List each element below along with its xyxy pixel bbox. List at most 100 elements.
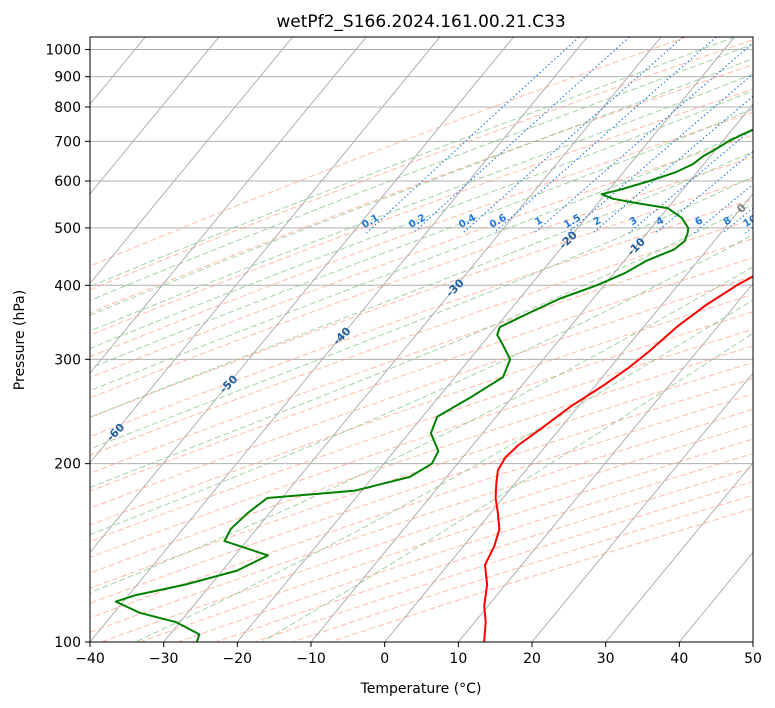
moist-adiabat <box>90 203 753 489</box>
y-tick-label: 900 <box>54 70 81 86</box>
moist-adiabat <box>90 128 753 392</box>
moist-adiabat <box>90 43 753 302</box>
y-tick-label: 800 <box>54 100 81 116</box>
mixing-ratio-label: 1 <box>533 215 545 228</box>
dry-adiabat <box>90 111 753 358</box>
dry-adiabat <box>90 257 753 492</box>
y-tick-label: 700 <box>54 134 81 150</box>
isotherm <box>163 37 662 642</box>
mixing-ratio-line <box>462 37 684 234</box>
moist-adiabat <box>90 58 753 316</box>
x-axis-label: Temperature (°C) <box>360 681 482 697</box>
y-tick-label: 300 <box>54 352 81 368</box>
isotherm <box>90 37 514 554</box>
dry-adiabat <box>330 508 753 642</box>
moist-adiabat <box>90 90 753 350</box>
x-tick-label: −30 <box>149 651 179 667</box>
x-tick-label: 40 <box>670 651 688 667</box>
chart-title: wetPf2_S166.2024.161.00.21.C33 <box>276 12 565 32</box>
isotherm-label: -40 <box>330 324 353 347</box>
mixing-ratio-line <box>693 183 753 234</box>
dry-adiabat <box>90 293 753 526</box>
y-tick-label: 200 <box>54 457 81 473</box>
dewpoint-profile-line <box>114 128 753 642</box>
mixing-ratio-line <box>412 37 630 234</box>
mixing-ratio-label: 13 <box>769 213 775 230</box>
dry-adiabat <box>292 494 753 642</box>
isotherm <box>90 37 441 464</box>
moist-adiabat <box>90 234 753 536</box>
moist-adiabat <box>90 176 753 450</box>
isotherm <box>384 193 753 642</box>
axes: −40 −30 −20 −10 0 10 20 30 40 50 100 200 300 400 500 60… <box>45 43 762 667</box>
dry-adiabat <box>90 408 753 633</box>
x-tick-label: −40 <box>75 651 105 667</box>
temperature-profile-line <box>483 275 753 642</box>
dry-adiabat <box>90 275 753 509</box>
y-tick-label: 100 <box>54 635 81 651</box>
mixing-ratio-label: 10 <box>742 213 760 230</box>
moist-adiabat <box>135 299 753 642</box>
isotherm <box>531 372 753 642</box>
dry-adiabat <box>90 134 753 379</box>
dry-adiabat <box>90 328 753 558</box>
moist-adiabat <box>90 108 753 369</box>
y-tick-label: 1000 <box>45 43 81 59</box>
y-tick-label: 500 <box>54 221 81 237</box>
dry-adiabat <box>215 467 753 642</box>
x-tick-label: 20 <box>523 651 541 667</box>
dry-adiabat <box>90 64 753 314</box>
mixing-ratio-line <box>744 226 753 234</box>
isotherm-label: -70 <box>0 469 14 492</box>
isotherm <box>90 37 220 195</box>
moist-adiabat <box>90 266 753 594</box>
isotherm-label: -30 <box>443 276 466 299</box>
mixing-ratio-label: 4 <box>654 215 666 228</box>
mixing-ratio-line <box>592 95 753 234</box>
isotherm <box>678 551 753 642</box>
isotherm-label: -50 <box>217 372 240 395</box>
isotherm <box>310 103 753 642</box>
x-tick-label: −20 <box>223 651 253 667</box>
isotherm <box>90 37 293 285</box>
dry-adiabat <box>90 361 753 589</box>
mixing-ratio-line <box>493 37 717 234</box>
dry-adiabat <box>90 377 753 604</box>
isotherm <box>90 37 367 374</box>
moist-adiabat <box>90 73 753 332</box>
y-axis-label: Pressure (hPa) <box>12 290 28 390</box>
isotherm <box>236 37 735 642</box>
isotherm-label: -10 <box>625 235 648 258</box>
dry-adiabat <box>90 198 753 438</box>
dry-adiabat <box>90 39 753 291</box>
dry-adiabat <box>90 177 753 419</box>
mixing-ratio-label: 3 <box>628 215 640 228</box>
mixing-ratio-line <box>628 127 753 234</box>
isotherm <box>605 461 753 642</box>
dry-adiabat <box>90 238 753 474</box>
mixing-ratio-label: 8 <box>722 215 734 228</box>
dry-adiabat <box>90 37 687 267</box>
mixing-ratio-line <box>533 42 753 234</box>
x-tick-label: 10 <box>449 651 467 667</box>
dry-adiabat <box>177 453 753 642</box>
dry-adiabat <box>139 438 753 642</box>
dry-adiabat <box>90 311 753 542</box>
moist-adiabat <box>261 332 753 642</box>
moist-adiabat <box>90 151 753 418</box>
dry-adiabat <box>254 481 753 642</box>
x-tick-label: 50 <box>744 651 762 667</box>
dry-adiabat <box>90 156 753 399</box>
dry-adiabat <box>90 345 753 574</box>
plot-frame <box>89 36 754 643</box>
y-tick-label: 600 <box>54 174 81 190</box>
y-tick-label: 400 <box>54 278 81 294</box>
isotherm <box>752 641 753 642</box>
isotherm <box>0 37 72 642</box>
isotherm-label: -20 <box>557 228 580 251</box>
dry-adiabat <box>90 218 753 456</box>
x-tick-label: 0 <box>380 651 389 667</box>
mixing-ratio-line <box>654 150 753 234</box>
isotherm-label: -60 <box>104 421 127 444</box>
